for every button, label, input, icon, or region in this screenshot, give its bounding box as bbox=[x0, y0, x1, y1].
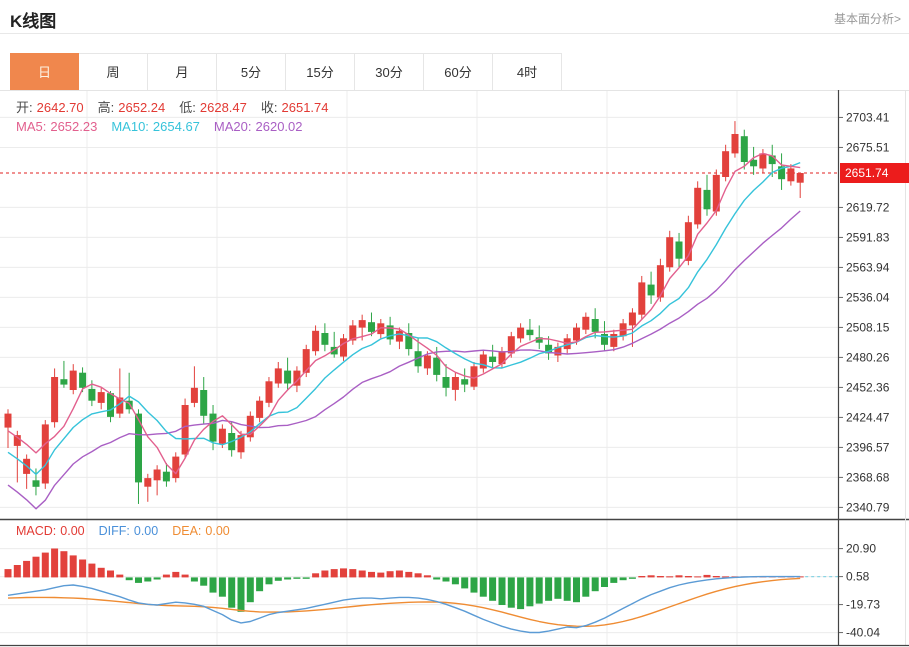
tab-4时[interactable]: 4时 bbox=[493, 53, 562, 90]
legend-label: 开: bbox=[16, 100, 33, 115]
svg-text:-19.73: -19.73 bbox=[846, 598, 880, 612]
legend-value: 2628.47 bbox=[199, 100, 247, 115]
legend-label: 收: bbox=[260, 100, 278, 115]
legend-value: 2651.74 bbox=[281, 100, 329, 115]
current-price-badge: 2651.74 bbox=[840, 163, 909, 183]
header: K线图 基本面分析> bbox=[0, 0, 909, 34]
svg-text:2480.26: 2480.26 bbox=[846, 350, 890, 364]
tab-周[interactable]: 周 bbox=[79, 53, 148, 90]
legend-label: MA5: bbox=[16, 119, 47, 134]
fundamental-analysis-link[interactable]: 基本面分析> bbox=[833, 12, 901, 26]
legend-value: 2652.24 bbox=[118, 100, 166, 115]
svg-text:2340.79: 2340.79 bbox=[846, 500, 890, 514]
svg-text:-40.04: -40.04 bbox=[846, 626, 880, 640]
legend-value: 2620.02 bbox=[255, 119, 303, 134]
ma-legend: MA5: 2652.23 MA10: 2654.67 MA20: 2620.02 bbox=[16, 119, 317, 134]
ohlc-legend: 开: 2642.70 高: 2652.24 低: 2628.47 收: 2651.74 bbox=[16, 97, 343, 116]
svg-text:2452.36: 2452.36 bbox=[846, 380, 890, 394]
legend-label: 高: bbox=[97, 100, 115, 115]
legend-label: DIFF: bbox=[98, 524, 130, 538]
legend-value: 0.00 bbox=[60, 524, 85, 538]
svg-text:2536.04: 2536.04 bbox=[846, 290, 890, 304]
legend-value: 2654.67 bbox=[152, 119, 200, 134]
svg-text:20.90: 20.90 bbox=[846, 542, 876, 556]
page-title: K线图 bbox=[10, 12, 57, 31]
legend-value: 2642.70 bbox=[36, 100, 84, 115]
svg-text:2508.15: 2508.15 bbox=[846, 320, 890, 334]
tab-15分[interactable]: 15分 bbox=[286, 53, 355, 90]
svg-text:2563.94: 2563.94 bbox=[846, 260, 890, 274]
tab-5分[interactable]: 5分 bbox=[217, 53, 286, 90]
svg-text:2368.68: 2368.68 bbox=[846, 470, 890, 484]
svg-text:2396.57: 2396.57 bbox=[846, 440, 890, 454]
svg-text:2703.41: 2703.41 bbox=[846, 110, 890, 124]
macd-legend: MACD: 0.00 DIFF: 0.00 DEA: 0.00 bbox=[16, 524, 244, 538]
legend-label: MA20: bbox=[213, 119, 252, 134]
tab-60分[interactable]: 60分 bbox=[424, 53, 493, 90]
svg-text:0.58: 0.58 bbox=[846, 570, 870, 584]
legend-value: 2652.23 bbox=[50, 119, 98, 134]
legend-label: 低: bbox=[179, 100, 196, 115]
svg-text:2675.51: 2675.51 bbox=[846, 140, 890, 154]
svg-text:2424.47: 2424.47 bbox=[846, 410, 890, 424]
legend-label: MACD: bbox=[16, 524, 57, 538]
tab-30分[interactable]: 30分 bbox=[355, 53, 424, 90]
period-tab-bar: 日周月 5分 15分 30分 60分 4时 bbox=[10, 53, 562, 90]
svg-text:2591.83: 2591.83 bbox=[846, 230, 890, 244]
legend-label: MA10: bbox=[111, 119, 149, 134]
legend-value: 0.00 bbox=[205, 524, 230, 538]
svg-text:2619.72: 2619.72 bbox=[846, 200, 890, 214]
legend-label: DEA: bbox=[172, 524, 202, 538]
legend-value: 0.00 bbox=[133, 524, 159, 538]
tab-月[interactable]: 月 bbox=[148, 53, 217, 90]
tab-日[interactable]: 日 bbox=[10, 53, 79, 90]
